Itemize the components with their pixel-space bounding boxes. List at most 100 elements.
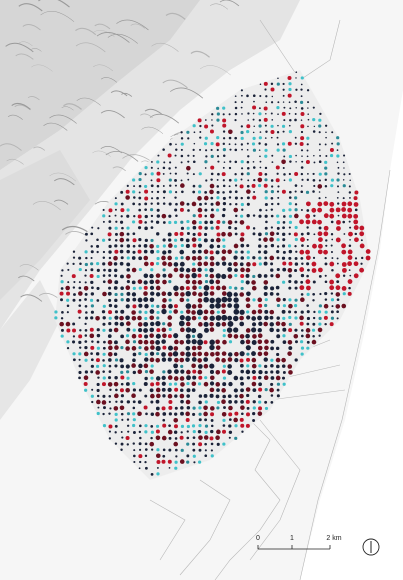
data-dot <box>84 274 87 277</box>
data-dot <box>275 285 280 290</box>
data-dot <box>119 388 124 393</box>
data-dot <box>197 303 203 309</box>
data-dot <box>335 285 341 291</box>
data-dot <box>300 208 303 211</box>
data-dot <box>283 106 286 109</box>
data-dot <box>216 237 221 243</box>
data-dot <box>126 412 131 416</box>
data-dot <box>289 107 292 110</box>
data-dot <box>347 249 353 255</box>
data-dot <box>198 442 203 447</box>
data-dot <box>168 202 172 206</box>
data-dot <box>228 143 231 146</box>
data-dot <box>186 219 190 224</box>
data-dot <box>108 226 112 230</box>
data-dot <box>85 256 88 260</box>
data-dot <box>252 419 256 422</box>
data-dot <box>317 219 322 225</box>
data-dot <box>210 148 213 152</box>
data-dot <box>84 232 88 236</box>
data-dot <box>180 369 185 374</box>
data-dot <box>209 303 215 309</box>
data-dot <box>234 136 238 140</box>
data-dot <box>173 376 179 381</box>
data-dot <box>257 394 262 399</box>
data-dot <box>282 298 286 302</box>
data-dot <box>149 273 154 279</box>
data-dot <box>138 286 142 290</box>
data-dot <box>301 155 303 157</box>
data-dot <box>138 267 142 272</box>
data-dot <box>289 119 292 122</box>
data-dot <box>198 448 202 452</box>
data-dot <box>300 100 304 104</box>
data-dot <box>185 303 192 309</box>
data-dot <box>359 267 365 273</box>
data-dot <box>294 196 298 200</box>
data-dot <box>240 143 244 146</box>
data-dot <box>209 387 215 393</box>
data-dot <box>305 328 311 333</box>
data-dot <box>126 249 130 254</box>
data-dot <box>258 256 262 260</box>
data-dot <box>215 369 221 375</box>
data-dot <box>263 280 269 285</box>
data-dot <box>341 207 347 212</box>
data-dot <box>96 340 100 344</box>
data-dot <box>269 309 275 315</box>
data-dot <box>294 328 298 332</box>
data-dot <box>180 179 183 182</box>
data-dot <box>288 370 293 375</box>
data-dot <box>233 388 238 393</box>
data-dot <box>144 214 148 219</box>
data-dot <box>120 448 123 451</box>
data-dot <box>241 101 243 104</box>
data-dot <box>282 340 287 344</box>
data-dot <box>239 321 245 327</box>
data-dot <box>167 352 173 357</box>
data-dot <box>336 257 339 260</box>
data-dot <box>245 225 250 230</box>
data-dot <box>108 322 112 326</box>
data-dot <box>173 285 179 291</box>
data-dot <box>210 202 214 206</box>
data-dot <box>343 173 346 176</box>
data-dot <box>277 124 279 127</box>
data-dot <box>252 298 256 302</box>
data-dot <box>258 149 261 151</box>
data-dot <box>155 285 161 291</box>
data-dot <box>108 370 112 373</box>
data-dot <box>305 279 311 285</box>
data-dot <box>168 190 173 194</box>
data-dot <box>131 333 137 339</box>
data-dot <box>102 412 105 416</box>
data-dot <box>300 346 305 350</box>
data-dot <box>144 238 148 242</box>
data-dot <box>270 136 273 139</box>
data-dot <box>215 339 220 345</box>
data-dot <box>264 315 269 321</box>
data-dot <box>126 184 129 187</box>
data-dot <box>233 309 240 315</box>
data-dot <box>245 280 250 285</box>
data-dot <box>168 467 171 469</box>
data-dot <box>185 255 191 261</box>
data-dot <box>203 195 209 201</box>
data-dot <box>150 172 154 176</box>
data-dot <box>300 166 304 169</box>
data-dot <box>150 268 154 272</box>
data-dot <box>222 220 226 224</box>
data-dot <box>222 394 226 399</box>
data-dot <box>215 321 221 327</box>
data-dot <box>133 454 136 458</box>
data-dot <box>240 160 244 164</box>
data-dot <box>180 364 184 368</box>
terrain-ridge <box>18 41 33 47</box>
data-dot <box>209 279 215 285</box>
data-dot <box>269 315 274 320</box>
data-dot <box>257 411 263 416</box>
data-dot <box>240 106 243 109</box>
terrain-ridge <box>112 166 126 172</box>
data-dot <box>277 185 280 188</box>
data-dot <box>276 250 280 254</box>
